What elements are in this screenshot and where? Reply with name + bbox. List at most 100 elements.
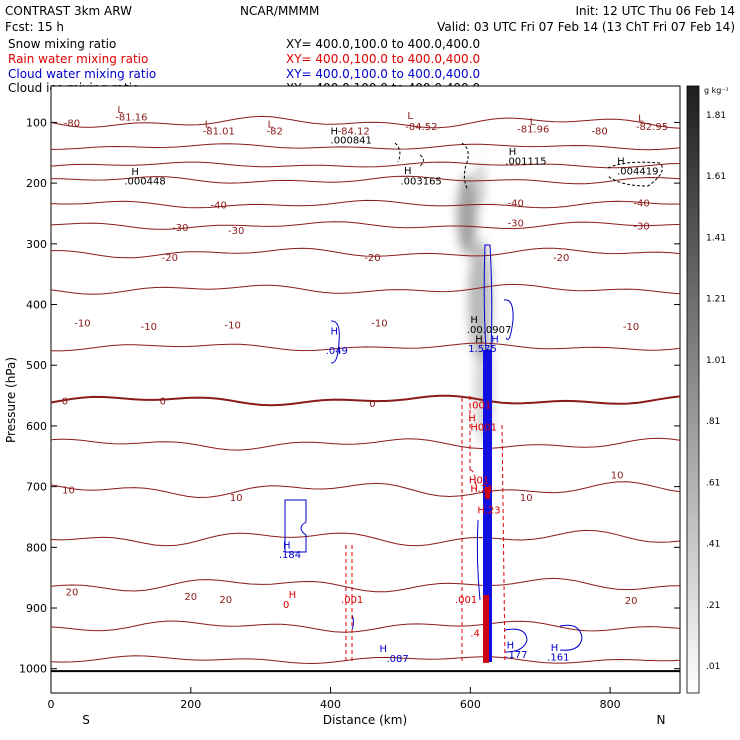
x-end-label-north: N (657, 713, 666, 727)
isotherm-line (51, 481, 680, 499)
y-tick-label: 800 (26, 541, 47, 554)
isotherm-line (51, 283, 680, 295)
field-xy-rain: XY= 400.0,100.0 to 400.0,400.0 (286, 52, 480, 66)
x-tick-label: 200 (180, 698, 201, 711)
x-tick-label: 600 (460, 698, 481, 711)
extremum-label: H01 (469, 475, 489, 486)
extremum-label: .161 (547, 653, 569, 664)
extremum-label: H (470, 315, 478, 326)
chart-title: CONTRAST 3km ARW (5, 4, 132, 18)
y-tick-label: 500 (26, 359, 47, 372)
x-tick-label: 0 (48, 698, 55, 711)
org-label: NCAR/MMMM (240, 4, 319, 18)
extremum-label: .003165 (400, 177, 441, 188)
init-time: Init: 12 UTC Thu 06 Feb 14 (576, 4, 736, 18)
y-tick-label: 200 (26, 177, 47, 190)
isotherm-line (51, 577, 680, 593)
y-tick-label: 600 (26, 420, 47, 433)
colorbar-tick-label: .01 (706, 662, 720, 672)
x-tick-label: 800 (600, 698, 621, 711)
isotherm-label: 0 (160, 396, 166, 407)
extremum-label: -84.12 (338, 126, 370, 137)
isotherm-label: -80 (64, 118, 80, 129)
field-label-cloud-water: Cloud water mixing ratio (8, 67, 156, 81)
isotherm-label: 10 (230, 493, 243, 504)
isotherm-label: -40 (508, 199, 524, 210)
y-tick-label: 900 (26, 602, 47, 615)
field-xy-cloud-water: XY= 400.0,100.0 to 400.0,400.0 (286, 67, 480, 81)
forecast-hour: Fcst: 15 h (5, 20, 64, 34)
extremum-label: .001 (455, 595, 477, 606)
isotherm-label: -80 (591, 126, 607, 137)
colorbar-unit: g kg⁻¹ (704, 86, 729, 95)
isotherm-label: -30 (228, 226, 244, 237)
rain-water-core (483, 487, 490, 663)
extremum-label: .001 (341, 595, 363, 606)
extremum-label: 0 (283, 600, 289, 611)
isotherm-label: -10 (141, 322, 157, 333)
isotherm-line (51, 221, 680, 230)
extremum-label: .000448 (124, 177, 165, 188)
extremum-label: H (331, 126, 339, 137)
y-tick-label: 100 (26, 116, 47, 129)
isotherm-label: 20 (66, 588, 79, 599)
extremum-label: .4 (470, 628, 480, 639)
rain-water-contours (345, 396, 506, 663)
y-axis-label: Pressure (hPa) (4, 357, 18, 443)
isotherm-label: 20 (625, 596, 638, 607)
y-tick-label: 300 (26, 238, 47, 251)
isotherm-line (51, 199, 680, 209)
extremum-label: .001 (469, 401, 491, 412)
isotherm-label: -10 (623, 322, 639, 333)
isotherm-line (51, 529, 680, 547)
isotherm-label: 20 (184, 592, 197, 603)
field-label-snow: Snow mixing ratio (8, 37, 116, 51)
isotherm-line (51, 437, 680, 451)
isotherm-label: -82 (266, 126, 282, 137)
colorbar-tick-label: 1.81 (706, 111, 726, 121)
extremum-label: .004419 (617, 166, 658, 177)
extremum-label: L (205, 120, 211, 131)
extremum-label: .177 (505, 650, 527, 661)
extremum-label: H (283, 540, 291, 551)
isotherm-label: -82.95 (636, 122, 668, 133)
isotherm-label: -81.96 (517, 124, 549, 135)
extremum-label: .087 (386, 654, 408, 665)
extremum-label: .001115 (505, 157, 546, 168)
extremum-label: L (407, 111, 413, 122)
extremum-label: H (331, 327, 339, 338)
extremum-label: .049 (326, 346, 348, 357)
isotherm-line (51, 175, 680, 185)
extremum-label: .00.0907 (467, 325, 512, 336)
isotherm-label: -10 (74, 319, 90, 330)
isotherm-line (51, 655, 680, 665)
x-axis-label: Distance (km) (323, 713, 407, 727)
extremum-label: H (131, 167, 139, 178)
colorbar-gradient (686, 85, 700, 694)
isotherm-label: 10 (611, 470, 624, 481)
snow-contours (394, 142, 663, 191)
isotherm-line (51, 161, 680, 169)
extremum-label: H (475, 335, 483, 346)
extremum-label: H.23 (477, 506, 500, 517)
isotherm-label: -30 (508, 219, 524, 230)
isotherm-line (51, 115, 680, 129)
isotherm-label: -20 (364, 253, 380, 264)
extremum-label: H (551, 643, 559, 654)
isotherm-label: -30 (633, 222, 649, 233)
extremum-label: H (404, 166, 412, 177)
isotherm-line (51, 143, 680, 151)
contour-labels: -80 -81.16 -81.01 -82 -84.52 -81.96 -80 -82.95 -… (62, 105, 668, 665)
colorbar: g kg⁻¹ .01 .21 .41 .61 .81 1.01 1.21 1.41 1.61 1.… (686, 85, 729, 694)
plot-area (50, 85, 681, 694)
isotherm-label: 0 (369, 399, 375, 410)
extremum-label: H001 (470, 423, 497, 434)
colorbar-tick-label: 1.21 (706, 295, 726, 305)
valid-time: Valid: 03 UTC Fri 07 Feb 14 (13 ChT Fri … (437, 20, 735, 34)
x-end-label-south: S (82, 713, 90, 727)
colorbar-tick-label: 1.61 (706, 172, 726, 182)
extremum-label: L (638, 114, 644, 125)
cloud-water-contours (284, 244, 583, 662)
y-tick-label: 700 (26, 481, 47, 494)
